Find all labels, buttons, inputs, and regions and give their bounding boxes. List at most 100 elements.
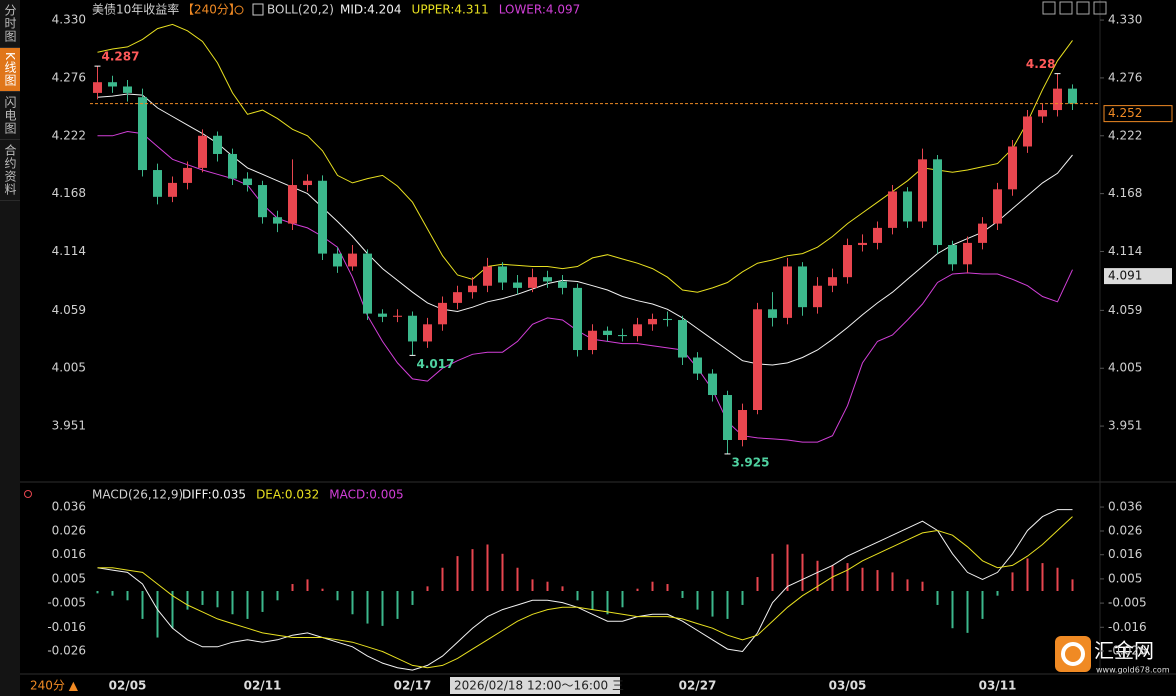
- y-tick-label: 4.059: [1108, 303, 1142, 317]
- macd-bar: [651, 581, 654, 592]
- candle-body: [288, 185, 297, 224]
- macd-bar: [996, 591, 999, 596]
- macd-bar: [741, 591, 744, 605]
- candle-body: [768, 309, 777, 318]
- crosshair-time-box: [450, 677, 620, 694]
- y-tick-label: 4.114: [1108, 244, 1142, 258]
- candle-body: [543, 277, 552, 282]
- macd-bar: [666, 584, 669, 592]
- y-tick-label: 4.222: [52, 128, 86, 142]
- x-tick-label: 02/27: [679, 679, 717, 693]
- legend-entry: UPPER:4.311: [412, 3, 489, 17]
- y-tick-label: 4.276: [52, 70, 86, 84]
- macd-bar: [96, 591, 99, 594]
- macd-bar: [486, 544, 489, 592]
- logo-icon: [1055, 636, 1091, 672]
- macd-bar: [906, 579, 909, 592]
- y-tick-label: 0.036: [52, 500, 86, 514]
- candle-body: [423, 324, 432, 342]
- candle-body: [138, 97, 147, 171]
- macd-bar: [306, 579, 309, 592]
- macd-bar: [861, 567, 864, 592]
- candle-body: [483, 266, 492, 286]
- candle-body: [228, 153, 237, 179]
- cursor-price-box: [1104, 268, 1172, 285]
- extreme-label: 4.28: [1026, 57, 1056, 71]
- y-tick-label: 4.005: [52, 361, 86, 375]
- toolbar-button[interactable]: [1076, 1, 1090, 15]
- macd-bar: [141, 591, 144, 619]
- candle-body: [783, 266, 792, 318]
- extreme-label: 4.287: [102, 50, 140, 64]
- y-tick-label: 4.330: [1108, 13, 1142, 27]
- macd-bar: [441, 567, 444, 592]
- period[interactable]: 【240分】: [182, 3, 241, 17]
- macd-bar: [756, 577, 759, 592]
- macd-bar: [111, 591, 114, 596]
- macd-bar: [696, 591, 699, 610]
- y-tick-label: 3.951: [52, 419, 86, 433]
- toolbar-button[interactable]: [1059, 1, 1073, 15]
- macd-bar: [516, 567, 519, 592]
- indicator: BOLL(20,2): [267, 3, 334, 17]
- candle-body: [1023, 116, 1032, 147]
- period-button[interactable]: 240分 ▲: [30, 679, 79, 693]
- macd-bar: [411, 591, 414, 605]
- y-tick-label: -0.026: [47, 644, 86, 658]
- macd-bar: [606, 591, 609, 615]
- x-tick-label: 02/11: [244, 679, 282, 693]
- macd-bar: [1041, 563, 1044, 592]
- y-tick-label: -0.005: [1108, 596, 1147, 610]
- candle-body: [753, 309, 762, 411]
- candle-body: [513, 282, 522, 288]
- y-tick-label: -0.005: [47, 596, 86, 610]
- macd-bar: [396, 591, 399, 619]
- candle-body: [333, 253, 342, 267]
- macd-bar: [591, 591, 594, 610]
- toolbar-button[interactable]: [1042, 1, 1056, 15]
- y-tick-label: 0.005: [52, 571, 86, 585]
- candle-body: [213, 135, 222, 154]
- candle-body: [738, 410, 747, 441]
- legend-entry: DIFF:0.035: [182, 488, 246, 502]
- candle-body: [198, 135, 207, 168]
- y-tick-label: 0.005: [1108, 571, 1142, 585]
- macd-bar: [801, 553, 804, 592]
- macd-bar: [546, 581, 549, 592]
- tab[interactable]: 闪电图: [0, 92, 20, 140]
- candle-body: [378, 313, 387, 317]
- extreme-label: 4.017: [417, 357, 455, 371]
- indicator-line: [97, 23, 1073, 293]
- macd-bar: [636, 588, 639, 592]
- candle-body: [603, 330, 612, 336]
- y-tick-label: 4.222: [1108, 128, 1142, 142]
- tab[interactable]: 合约资料: [0, 140, 20, 201]
- macd-bar: [936, 591, 939, 605]
- settings-icon[interactable]: [234, 5, 244, 15]
- macd-bar: [1011, 572, 1014, 592]
- candle-body: [498, 266, 507, 283]
- tab[interactable]: K线图: [0, 48, 20, 92]
- macd-bar: [771, 553, 774, 592]
- candle-body: [723, 395, 732, 441]
- candle-body: [663, 318, 672, 321]
- macd-bar: [336, 591, 339, 601]
- candle-body: [168, 182, 177, 197]
- tab[interactable]: 分时图: [0, 0, 20, 48]
- y-tick-label: -0.016: [1108, 620, 1147, 634]
- candle-body: [633, 324, 642, 337]
- candle-body: [1008, 146, 1017, 190]
- y-tick-label: 4.168: [1108, 186, 1142, 200]
- candle-body: [798, 266, 807, 308]
- candle-body: [888, 191, 897, 228]
- candle-body: [348, 253, 357, 267]
- macd-bar: [561, 586, 564, 592]
- toolbar-button[interactable]: [1093, 1, 1107, 15]
- y-tick-label: 4.114: [52, 244, 86, 258]
- macd-bar: [231, 591, 234, 615]
- toolbar[interactable]: [1042, 1, 1107, 15]
- macd-bar: [1071, 579, 1074, 592]
- crosshair-time: 2026/02/18 12:00～16:00 三: [454, 679, 624, 693]
- x-tick-label: 02/17: [394, 679, 432, 693]
